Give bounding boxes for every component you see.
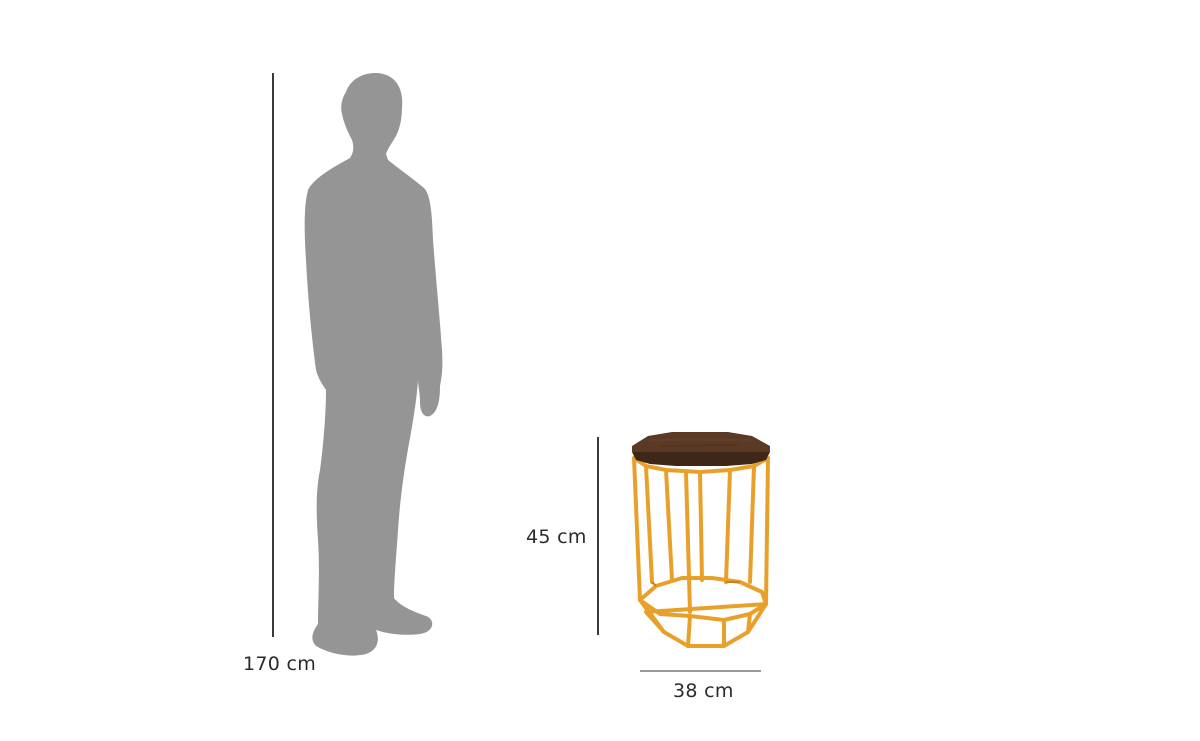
- table-width-line: [640, 670, 761, 672]
- person-height-line: [272, 73, 274, 637]
- table-height-label: 45 cm: [526, 526, 587, 548]
- person-height-label: 170 cm: [243, 653, 317, 675]
- tabletop: [632, 432, 770, 466]
- table-width-label: 38 cm: [673, 680, 734, 702]
- table-frame: [632, 456, 770, 648]
- table-height-line: [597, 437, 599, 635]
- table-frame-shadow: [651, 581, 740, 587]
